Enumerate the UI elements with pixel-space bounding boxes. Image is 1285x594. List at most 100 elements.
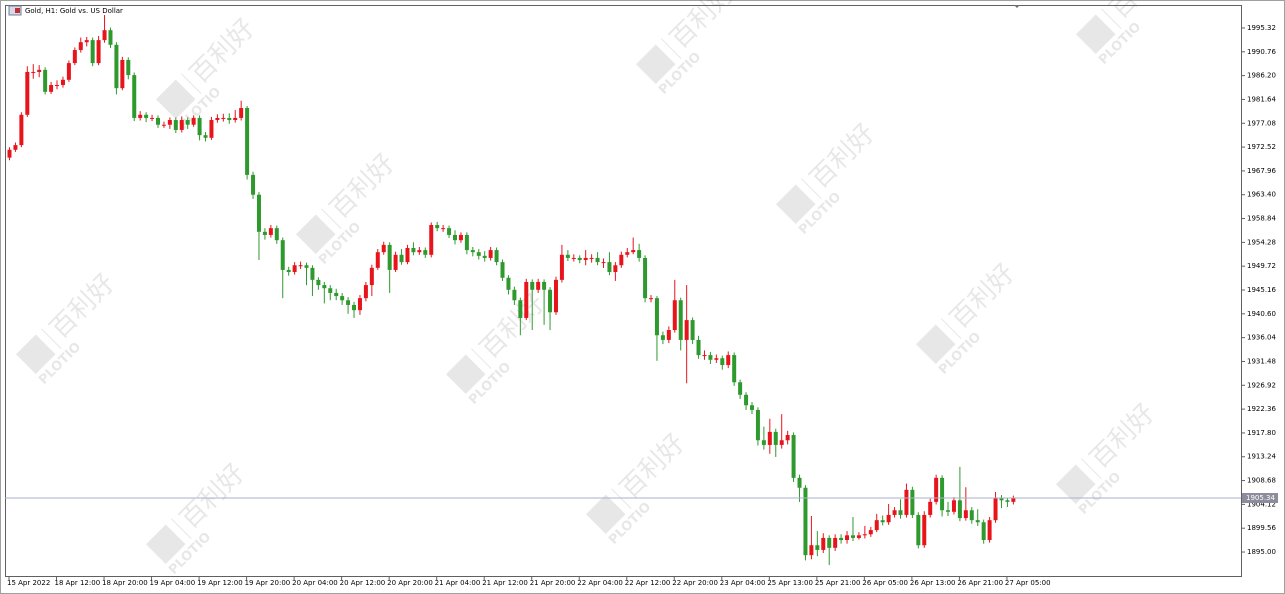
candle-body	[31, 71, 36, 73]
candle-body	[1011, 498, 1016, 502]
plot-frame	[5, 5, 1242, 577]
candle-body	[619, 254, 624, 266]
candle-body	[660, 335, 665, 340]
y-tick-label: 1954.28	[1247, 238, 1276, 246]
candle-body	[310, 267, 315, 280]
y-tick-label: 1981.64	[1247, 95, 1276, 103]
x-tick-label: 26 Apr 05:00	[862, 579, 908, 587]
candle-body	[482, 255, 487, 258]
candle-body	[696, 339, 701, 356]
candle-body	[411, 248, 416, 253]
candle-body	[916, 514, 921, 546]
candle-body	[827, 537, 832, 548]
candle-body	[571, 257, 576, 259]
watermark-divider	[471, 348, 492, 369]
candle-body	[13, 145, 18, 150]
candle-body	[203, 135, 208, 138]
candle-body	[488, 250, 493, 258]
candle-body	[304, 265, 309, 268]
candle-body	[862, 534, 867, 536]
candle-body	[96, 40, 101, 64]
candle-body	[809, 545, 814, 556]
candle-body	[161, 124, 166, 126]
candle-body	[524, 281, 529, 319]
candle-body	[755, 409, 760, 441]
candle-body	[399, 254, 404, 263]
x-tick-label: 20 Apr 20:00	[387, 579, 433, 587]
candle-body	[138, 114, 143, 118]
candle-body	[221, 117, 226, 119]
candle-body	[577, 257, 582, 261]
candle-body	[815, 545, 820, 550]
candle-body	[357, 298, 362, 311]
candle-body	[150, 117, 155, 119]
x-tick-label: 23 Apr 04:00	[720, 579, 766, 587]
candle-body	[548, 289, 553, 313]
candle-body	[506, 277, 511, 290]
candle-body	[601, 262, 606, 264]
candle-body	[352, 304, 357, 311]
watermark-divider	[801, 178, 822, 199]
candle-body	[233, 117, 238, 121]
candle-body	[987, 520, 992, 541]
candle-body	[316, 279, 321, 286]
candle-body	[839, 537, 844, 541]
candle-body	[256, 194, 261, 232]
candle-body	[666, 330, 671, 340]
watermark-divider	[41, 328, 62, 349]
candle-body	[292, 265, 297, 273]
candle-body	[850, 535, 855, 538]
candle-body	[904, 489, 909, 515]
candle-body	[245, 108, 250, 175]
watermark-divider	[171, 518, 192, 539]
candle-body	[708, 355, 713, 360]
candle-body	[631, 250, 636, 253]
candle-body	[833, 537, 838, 548]
candle-body	[393, 254, 398, 270]
y-tick-label: 1926.92	[1247, 381, 1276, 389]
y-tick-label: 1936.04	[1247, 334, 1276, 342]
candle-body	[720, 358, 725, 366]
candle-body	[500, 262, 505, 278]
candle-body	[494, 250, 499, 263]
candle-body	[268, 228, 273, 235]
candle-body	[714, 358, 719, 360]
candle-body	[363, 285, 368, 299]
candle-body	[856, 535, 861, 538]
candle-body	[910, 489, 915, 515]
candle-body	[197, 117, 202, 136]
y-tick-label: 1904.12	[1247, 500, 1276, 508]
candle-body	[334, 292, 339, 297]
x-tick-label: 26 Apr 21:00	[957, 579, 1003, 587]
candle-body	[322, 285, 327, 289]
candle-body	[999, 498, 1004, 501]
candle-body	[767, 431, 772, 445]
candle-body	[405, 248, 410, 263]
candle-body	[185, 120, 190, 125]
candle-body	[476, 252, 481, 256]
watermark-divider	[321, 208, 342, 229]
y-tick-label: 1995.32	[1247, 24, 1276, 32]
candle-body	[512, 289, 517, 301]
candle-body	[191, 117, 196, 125]
candle-body	[423, 250, 428, 255]
x-tick-label: 15 Apr 2022	[7, 579, 50, 587]
candle-body	[565, 254, 570, 258]
x-tick-label: 25 Apr 21:00	[815, 579, 861, 587]
candle-body	[928, 501, 933, 515]
candle-body	[922, 514, 927, 546]
y-tick-label: 1977.08	[1247, 119, 1276, 127]
candle-body	[886, 514, 891, 523]
candle-body	[957, 500, 962, 519]
candle-body	[791, 435, 796, 478]
candle-body	[761, 440, 766, 445]
candle-body	[417, 250, 422, 253]
watermark-divider	[661, 38, 682, 59]
candle-body	[280, 240, 285, 270]
candle-body	[173, 120, 178, 130]
candle-body	[981, 522, 986, 541]
candle-body	[102, 30, 107, 41]
y-tick-label: 1963.40	[1247, 191, 1276, 199]
y-tick-label: 1895.00	[1247, 548, 1276, 556]
